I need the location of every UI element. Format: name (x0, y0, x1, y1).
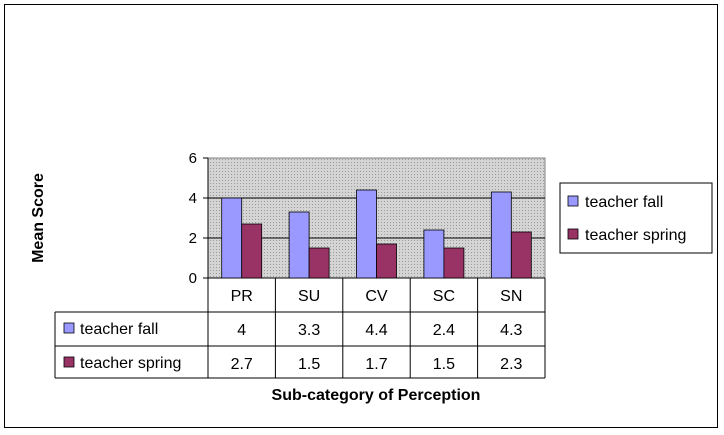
data-label: 4 (237, 322, 246, 339)
table-legend-key (63, 356, 75, 368)
bar-teacher-fall-SU (288, 211, 310, 279)
x-axis-title: Sub-category of Perception (272, 387, 481, 404)
x-tick-label: SU (298, 288, 320, 305)
data-label: 1.7 (365, 356, 387, 373)
x-tick-label: SN (500, 288, 522, 305)
legend-swatch (567, 228, 579, 240)
data-label: 2.3 (500, 356, 522, 373)
x-tick-label: CV (365, 288, 388, 305)
data-label: 1.5 (298, 356, 320, 373)
data-label: 2.4 (433, 322, 455, 339)
bar-teacher-fall-SC (423, 229, 445, 279)
bar-teacher-spring-SN (510, 231, 532, 279)
data-table: PR SU CV SC SN teacher fall 4 3.3 4.4 2.4 4.3 teach… (54, 278, 546, 379)
legend-label: teacher fall (585, 194, 663, 211)
bar-teacher-spring-SC (443, 247, 465, 279)
y-tick-label: 4 (189, 190, 197, 207)
legend: teacher fall teacher spring (559, 182, 713, 254)
legend-box (559, 182, 713, 254)
y-tick-label: 0 (189, 270, 197, 287)
bar-teacher-spring-CV (376, 243, 397, 279)
table-series-name: teacher spring (80, 355, 181, 372)
data-label: 3.3 (298, 322, 320, 339)
x-tick-label: SC (433, 288, 455, 305)
y-axis-ticks: 0 2 4 6 (189, 150, 209, 287)
bar-teacher-spring-SU (308, 247, 330, 279)
bar-teacher-fall-SN (490, 191, 512, 279)
bars (221, 189, 532, 279)
bar-teacher-fall-PR (221, 197, 243, 279)
data-label: 4.4 (365, 322, 387, 339)
legend-swatch (567, 195, 579, 207)
data-label: 4.3 (500, 322, 522, 339)
legend-label: teacher spring (585, 227, 686, 244)
data-label: 2.7 (231, 356, 253, 373)
table-legend-key (63, 322, 75, 334)
table-series-name: teacher fall (80, 321, 158, 338)
data-label: 1.5 (433, 356, 455, 373)
x-tick-label: PR (231, 288, 253, 305)
y-axis-title: Mean Score (30, 173, 47, 263)
y-tick-label: 6 (189, 150, 197, 167)
bar-teacher-fall-CV (356, 189, 377, 279)
y-tick-label: 2 (189, 230, 197, 247)
bar-teacher-spring-PR (241, 223, 263, 279)
